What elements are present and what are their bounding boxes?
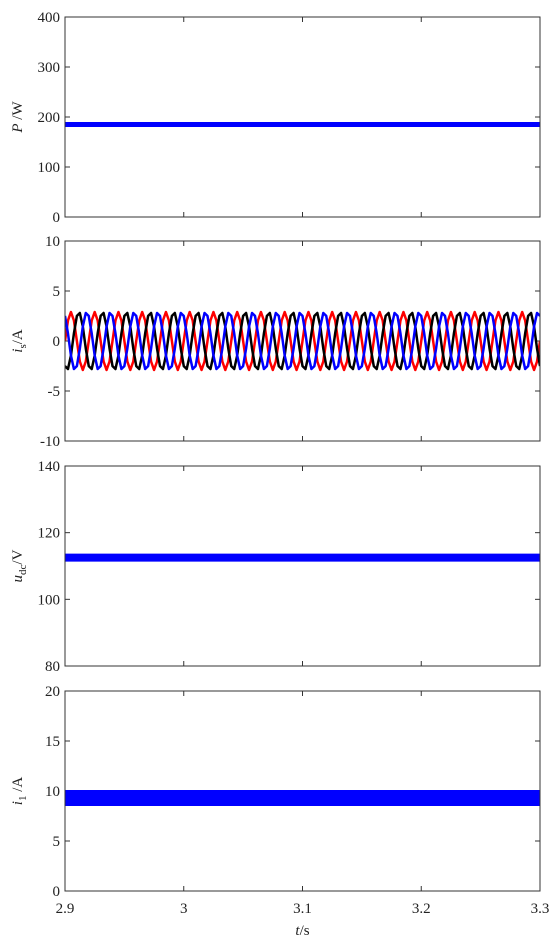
- y-tick-label: 80: [45, 659, 60, 675]
- y-tick-label: 15: [45, 734, 60, 750]
- label-unit: /V: [10, 549, 26, 564]
- frame: [64, 465, 541, 667]
- label-unit: /s: [300, 923, 310, 939]
- label-unit: /A: [10, 777, 26, 796]
- data-line: [65, 310, 540, 372]
- y-tick-label: 20: [45, 684, 60, 700]
- y-tick-label: 0: [53, 884, 61, 900]
- y-tick-label: 100: [38, 160, 61, 176]
- label-unit: /A: [10, 329, 26, 344]
- plot-area: [65, 466, 540, 666]
- y-tick-label: -5: [48, 384, 61, 400]
- label-symbol: i: [10, 349, 26, 353]
- y-tick-label: -10: [40, 434, 60, 450]
- y-tick-label: 140: [38, 459, 61, 475]
- y-axis-label: i1 /A: [10, 777, 29, 806]
- label-unit: /W: [10, 101, 26, 124]
- y-tick-label: 100: [38, 592, 61, 608]
- label-subscript: s: [17, 344, 29, 348]
- label-subscript: dc: [17, 564, 29, 575]
- y-tick-label: 400: [38, 10, 61, 26]
- plot-area: [65, 17, 540, 217]
- y-tick-label: 0: [53, 210, 61, 226]
- y-axis-label: P /W: [10, 101, 26, 134]
- y-tick-label: 0: [53, 334, 61, 350]
- y-axis-label: udc/V: [10, 549, 29, 582]
- frame: [64, 16, 541, 218]
- y-axis-label: is/A: [10, 329, 29, 353]
- series-group: [65, 310, 540, 372]
- data-line: [65, 311, 540, 371]
- data-line: [65, 311, 540, 371]
- label-symbol: i: [10, 801, 26, 805]
- y-tick-label: 200: [38, 110, 61, 126]
- y-tick-label: 5: [53, 284, 61, 300]
- label-symbol: t: [295, 923, 300, 939]
- y-tick-label: 10: [45, 784, 60, 800]
- y-tick-label: 300: [38, 60, 61, 76]
- x-tick-label: 3.3: [531, 901, 550, 917]
- x-tick-label: 2.9: [56, 901, 75, 917]
- x-tick-label: 3.1: [293, 901, 312, 917]
- y-tick-label: 5: [53, 834, 61, 850]
- x-axis-label: t/s: [295, 923, 309, 939]
- frame: [64, 240, 541, 442]
- x-tick-label: 3.2: [412, 901, 431, 917]
- x-tick-label: 3: [180, 901, 188, 917]
- y-tick-label: 10: [45, 234, 60, 250]
- y-tick-label: 120: [38, 526, 61, 542]
- label-symbol: u: [10, 575, 26, 583]
- label-subscript: 1: [17, 796, 29, 802]
- frame: [64, 690, 541, 892]
- label-symbol: P: [10, 123, 26, 133]
